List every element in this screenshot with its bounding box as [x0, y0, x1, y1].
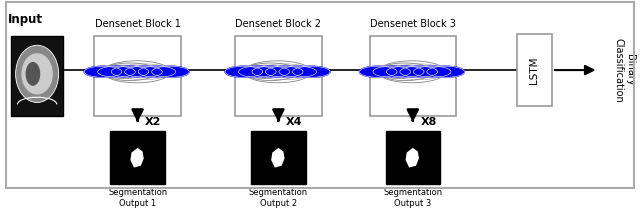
- Text: Densenet Block 3: Densenet Block 3: [370, 19, 456, 29]
- Circle shape: [266, 66, 303, 77]
- Text: Densenet Block 1: Densenet Block 1: [95, 19, 180, 29]
- Bar: [385, 131, 440, 184]
- Circle shape: [252, 66, 290, 77]
- Polygon shape: [272, 149, 284, 167]
- Text: Segmentation
Output 1: Segmentation Output 1: [108, 188, 167, 208]
- Text: Densenet Block 2: Densenet Block 2: [236, 19, 321, 29]
- Text: Segmentation
Output 3: Segmentation Output 3: [383, 188, 442, 208]
- Circle shape: [413, 66, 451, 77]
- Text: LSTM: LSTM: [529, 56, 540, 84]
- Circle shape: [152, 66, 189, 77]
- Circle shape: [387, 66, 424, 77]
- Circle shape: [225, 66, 262, 77]
- Circle shape: [239, 66, 276, 77]
- Polygon shape: [406, 149, 419, 167]
- FancyBboxPatch shape: [236, 36, 321, 115]
- Circle shape: [84, 66, 122, 77]
- Ellipse shape: [21, 53, 53, 95]
- Text: Binary
Classification: Binary Classification: [613, 38, 635, 103]
- Circle shape: [360, 66, 397, 77]
- Text: X2: X2: [145, 117, 162, 127]
- Circle shape: [292, 66, 330, 77]
- Circle shape: [125, 66, 163, 77]
- Circle shape: [111, 66, 149, 77]
- Ellipse shape: [26, 62, 40, 86]
- Bar: [110, 131, 165, 184]
- Circle shape: [279, 66, 317, 77]
- Text: X8: X8: [420, 117, 437, 127]
- Bar: [11, 36, 63, 115]
- FancyBboxPatch shape: [370, 36, 456, 115]
- Circle shape: [98, 66, 135, 77]
- Bar: [252, 131, 306, 184]
- Text: Segmentation
Output 2: Segmentation Output 2: [249, 188, 308, 208]
- Bar: [517, 34, 552, 106]
- Polygon shape: [131, 149, 143, 167]
- Text: X4: X4: [286, 117, 303, 127]
- Ellipse shape: [15, 45, 59, 103]
- Circle shape: [400, 66, 438, 77]
- Circle shape: [427, 66, 465, 77]
- Circle shape: [138, 66, 176, 77]
- FancyBboxPatch shape: [95, 36, 180, 115]
- Text: Input: Input: [8, 13, 43, 26]
- Circle shape: [373, 66, 410, 77]
